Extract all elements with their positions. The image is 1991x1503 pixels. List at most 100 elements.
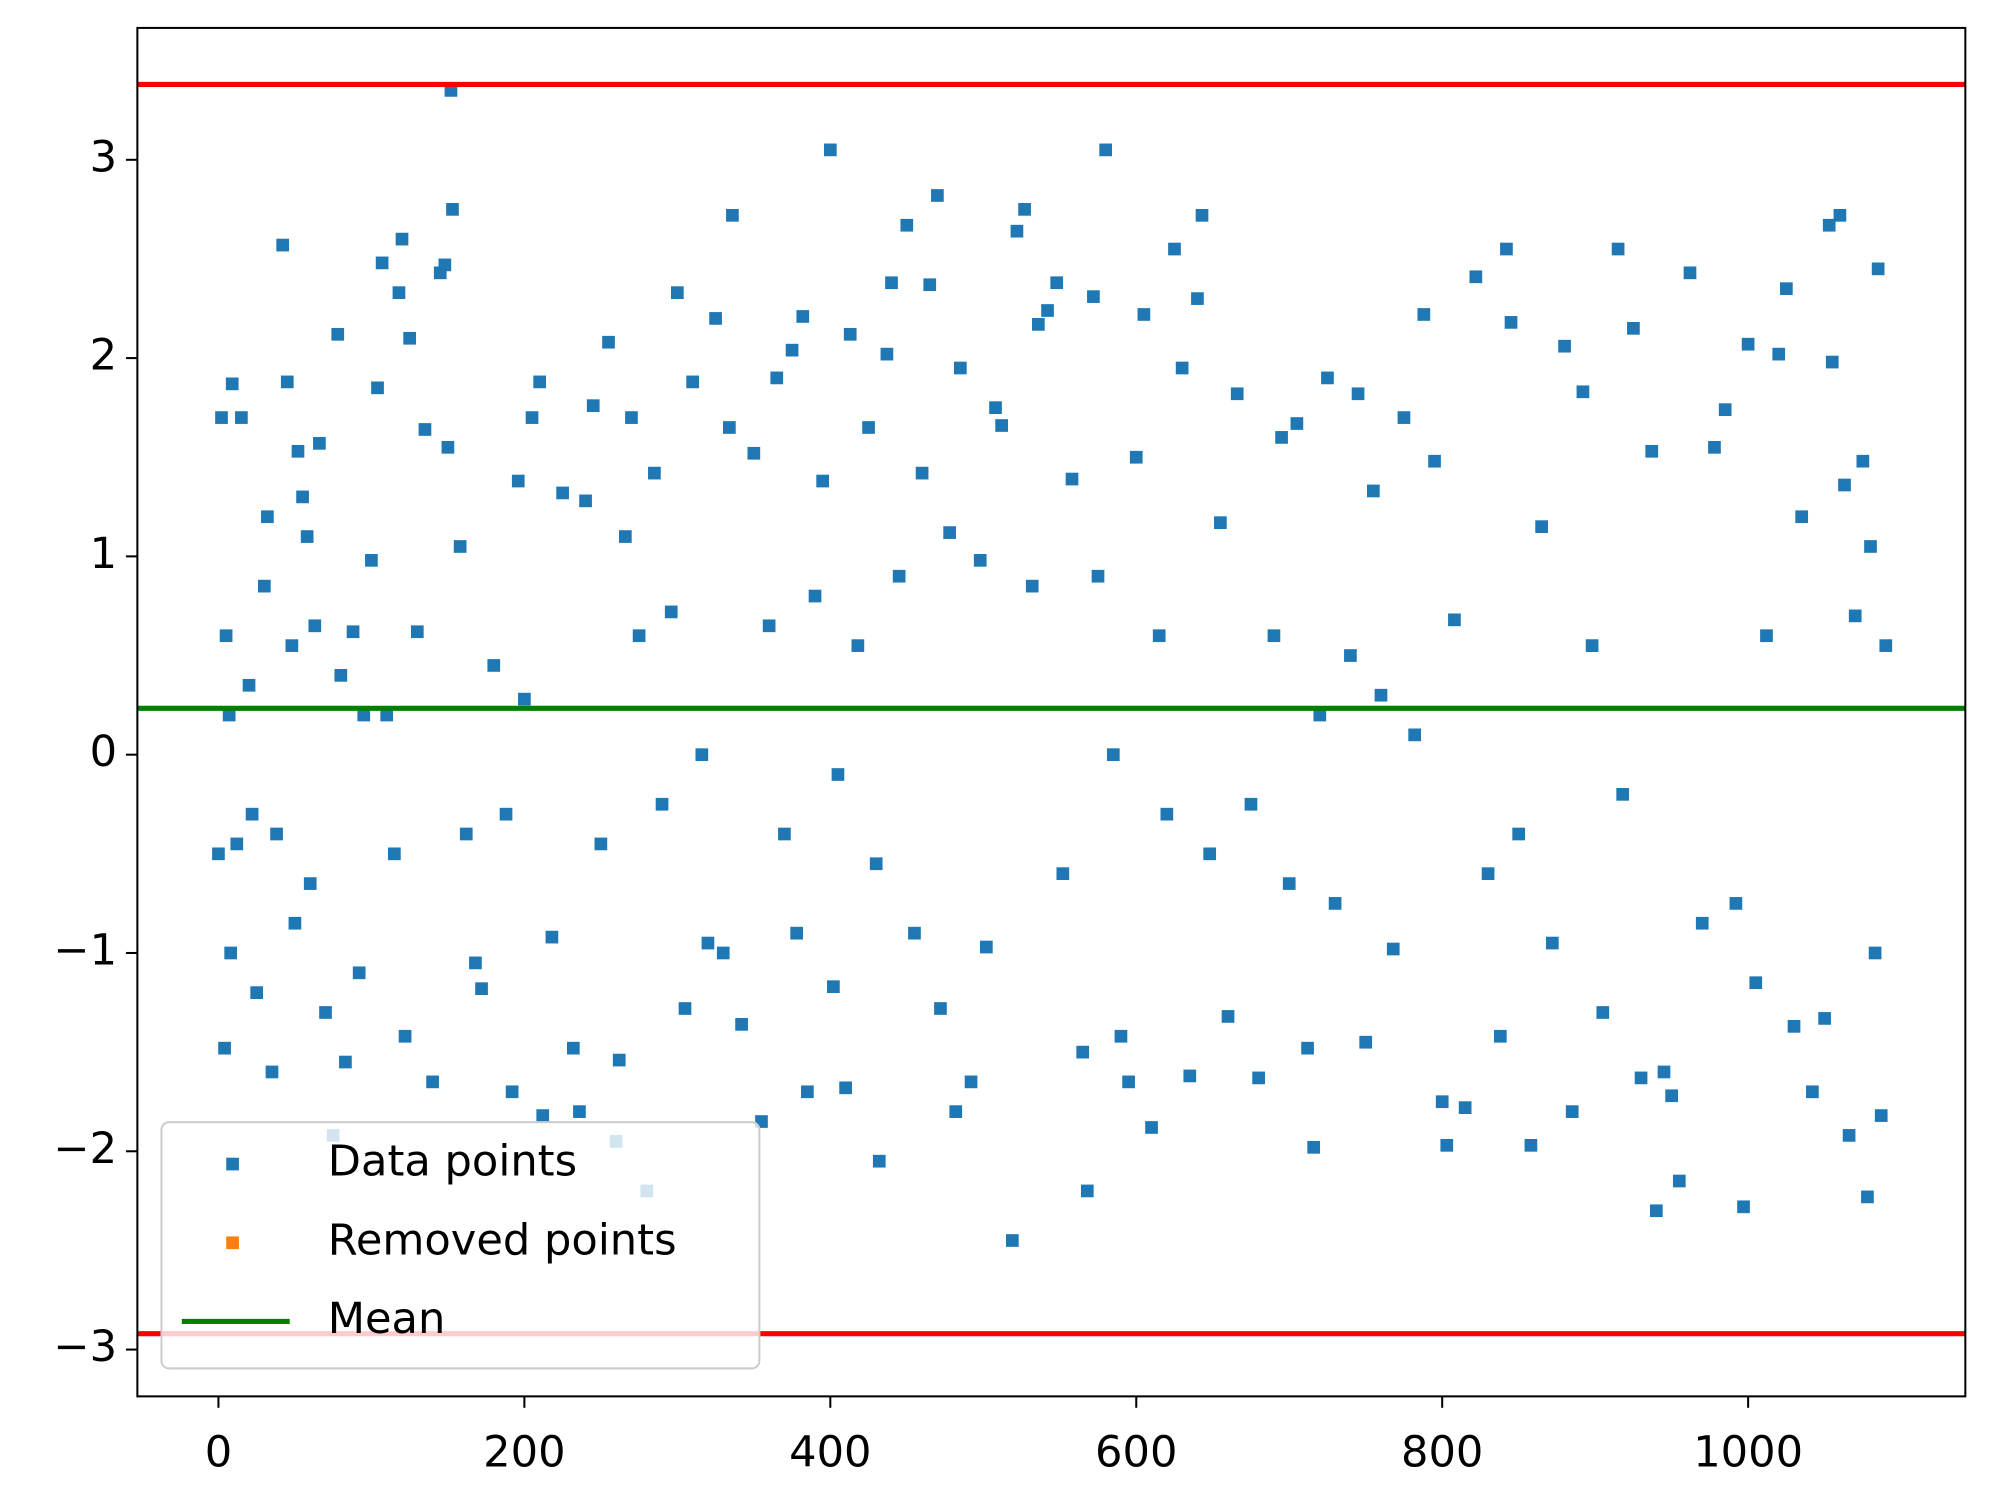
data-point [288,916,302,930]
data-point [931,189,944,202]
data-point [1760,629,1773,643]
data-point [1397,411,1411,424]
data-point [505,1085,519,1099]
data-point [1032,318,1045,331]
data-point [949,1105,963,1118]
data-point [1806,1085,1819,1099]
data-point [212,847,225,861]
data-point [1493,1029,1507,1043]
data-point [250,986,264,999]
data-point [375,256,389,270]
axes-frame [136,26,1967,1398]
data-point [1868,946,1882,960]
data-point [219,629,233,643]
data-point [403,331,416,345]
data-point [291,444,305,458]
data-point [1634,1071,1648,1085]
data-point [395,232,409,246]
data-point [469,956,482,970]
data-point [1524,1138,1538,1152]
data-point [1307,1140,1321,1154]
data-point [1328,897,1342,910]
data-point [1718,403,1732,416]
data-point [1838,478,1851,492]
data-point [339,1055,352,1069]
data-point [1175,361,1189,375]
data-point [300,530,314,543]
y-tick-label: −3 [53,1322,117,1372]
data-point [261,510,274,524]
data-point [1749,976,1763,990]
data-point [851,639,865,652]
x-tick-label: 0 [205,1427,232,1477]
data-point [475,982,488,996]
legend-label: Data points [328,1137,577,1187]
data-point [1861,1190,1874,1204]
data-point [1099,143,1113,157]
data-point [511,474,525,488]
data-point [1856,454,1870,468]
y-tick-label: 3 [90,132,117,182]
data-point [352,966,366,980]
data-point [1160,807,1174,821]
data-point [303,877,317,890]
data-point [1080,1184,1094,1198]
data-point [1649,1204,1663,1218]
data-point [1616,787,1630,801]
data-point [801,1085,814,1099]
data-point [1657,1065,1671,1079]
y-tick-label: −1 [53,925,117,975]
data-point [1708,440,1721,454]
data-point [778,827,791,841]
data-point [869,857,883,871]
data-point [444,84,458,97]
data-point [1504,316,1518,329]
data-point [747,446,761,460]
data-point [346,625,360,639]
data-point [1076,1045,1090,1059]
data-point [1065,472,1079,486]
data-point [1282,877,1296,890]
data-point [1152,629,1166,643]
data-point [1469,270,1483,284]
data-point [1244,797,1258,811]
data-point [380,708,394,722]
data-point [285,639,299,652]
data-point [1408,728,1422,742]
data-point [862,421,875,434]
data-point [313,437,326,450]
data-point [1025,579,1039,593]
data-point [1006,1234,1019,1247]
data-point [586,399,600,413]
data-point [1512,827,1526,841]
data-point [1018,203,1031,216]
data-point [1351,387,1365,401]
data-point [1367,484,1380,498]
data-point [1879,639,1893,652]
data-point [735,1018,748,1031]
data-point [1321,371,1334,385]
data-point [701,936,715,950]
x-tick-label: 800 [1401,1427,1483,1477]
data-point [648,466,661,480]
data-point [632,629,646,643]
data-point [1741,337,1755,351]
x-tick-label: 600 [1095,1427,1177,1477]
data-point [1737,1200,1750,1214]
data-point [1252,1071,1265,1085]
data-point [1386,942,1400,956]
data-point [525,411,539,424]
data-point [827,980,840,994]
data-point [762,619,776,633]
data-point [308,619,322,633]
data-point [1056,867,1070,881]
data-point [280,375,294,389]
data-point [785,343,799,357]
data-point [1417,308,1431,321]
data-point [334,669,348,682]
data-point [1290,417,1304,430]
data-point [365,554,378,567]
data-point [1585,639,1599,652]
data-point [695,748,709,762]
